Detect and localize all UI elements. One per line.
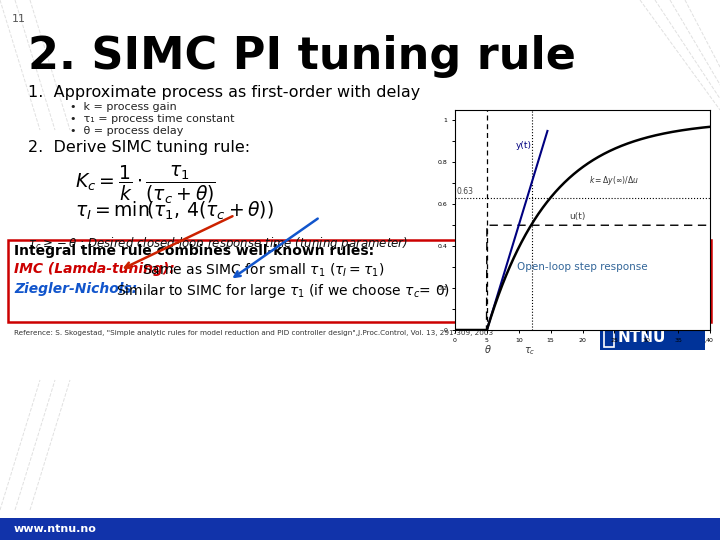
Text: u(t): u(t) [570, 212, 586, 221]
Text: Science and Technology: Science and Technology [618, 340, 706, 346]
Text: 1.  Approximate process as first-order with delay: 1. Approximate process as first-order wi… [28, 85, 420, 100]
Text: IMC (Lamda-tuning):: IMC (Lamda-tuning): [14, 262, 175, 276]
Text: www.ntnu.no: www.ntnu.no [14, 524, 97, 534]
Text: •  θ = process delay: • θ = process delay [70, 126, 184, 136]
Bar [600, 324, 705, 350]
Text: Ziegler-Nichols:: Ziegler-Nichols: [14, 282, 138, 296]
Text: 2.  Derive SIMC tuning rule:: 2. Derive SIMC tuning rule: [28, 140, 250, 155]
Text: 0.63: 0.63 [457, 187, 474, 196]
Text: $K_c = \dfrac{1}{k} \cdot \dfrac{\tau_1}{(\tau_c+\theta)}$: $K_c = \dfrac{1}{k} \cdot \dfrac{\tau_1}… [75, 164, 216, 206]
Text: y(t): y(t) [516, 141, 531, 150]
Text: •  τ₁ = process time constant: • τ₁ = process time constant [70, 114, 235, 124]
Text: 11: 11 [12, 14, 26, 24]
Text: $\theta$: $\theta$ [484, 343, 492, 355]
Text: $\tau_c$: $\tau_c$ [524, 345, 536, 357]
Text: Reference: S. Skogestad, "Simple analytic rules for model reduction and PID cont: Reference: S. Skogestad, "Simple analyti… [14, 330, 493, 336]
Bar [604, 330, 614, 347]
Text: Open-loop step response: Open-loop step response [517, 262, 648, 272]
Bar [0, 518, 720, 540]
Bar [8, 240, 711, 322]
Text: $\tau_I = \min\!\left(\tau_1,\,4(\tau_c + \theta)\right)$: $\tau_I = \min\!\left(\tau_1,\,4(\tau_c … [75, 200, 274, 222]
Text: 2. SIMC PI tuning rule: 2. SIMC PI tuning rule [28, 35, 576, 78]
Text: $\tau_c \geq -\theta$ : Desired closed-loop response time (tuning parameter): $\tau_c \geq -\theta$ : Desired closed-l… [28, 235, 408, 252]
Text: Similar to SIMC for large $\tau_1$ (if we choose $\tau_c$= 0): Similar to SIMC for large $\tau_1$ (if w… [116, 282, 450, 300]
Text: Same as SIMC for small $\tau_1$ $(\tau_I = \tau_1)$: Same as SIMC for small $\tau_1$ $(\tau_I… [142, 262, 384, 279]
Text: $k = \Delta y(\infty)/\Delta u$: $k = \Delta y(\infty)/\Delta u$ [589, 174, 639, 187]
Text: Integral time rule combines well-known rules:: Integral time rule combines well-known r… [14, 244, 374, 258]
Text: NTNU: NTNU [618, 329, 667, 345]
Text: •  k = process gain: • k = process gain [70, 102, 176, 112]
